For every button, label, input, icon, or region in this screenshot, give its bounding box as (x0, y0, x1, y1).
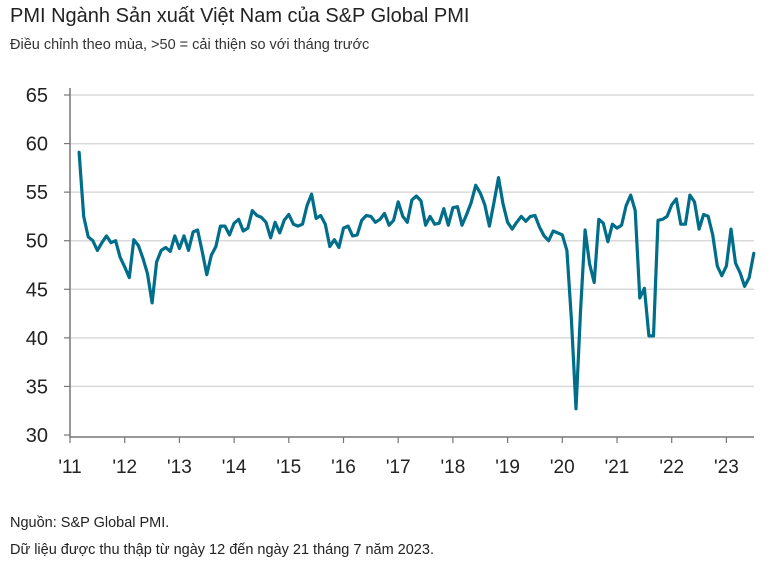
chart-subtitle: Điều chỉnh theo mùa, >50 = cải thiện so … (10, 37, 370, 53)
y-tick-label: 50 (26, 231, 48, 253)
x-tick-label: '17 (386, 457, 411, 478)
y-tick-label: 35 (26, 376, 48, 398)
x-tick-label: '20 (550, 457, 575, 478)
y-tick-label: 30 (26, 425, 48, 447)
x-tick-label: '12 (112, 457, 137, 478)
x-tick-label: '23 (714, 457, 739, 478)
x-tick-label: '14 (222, 457, 247, 478)
x-tick-label: '11 (58, 457, 81, 478)
x-tick-label: '22 (659, 457, 684, 478)
source-note: Nguồn: S&P Global PMI. (10, 515, 170, 531)
x-tick-label: '13 (167, 457, 192, 478)
x-tick-label: '21 (605, 457, 630, 478)
x-tick-label: '19 (495, 457, 520, 478)
y-tick-label: 65 (26, 85, 48, 107)
x-tick-label: '15 (276, 457, 301, 478)
x-tick-label: '18 (441, 457, 466, 478)
pmi-series-line (77, 150, 756, 411)
y-tick-label: 40 (26, 328, 48, 350)
pmi-line-chart: 65 60 55 50 45 40 35 30 '11 '12 '13 '14 '15 '16 '17 '18… (26, 85, 756, 478)
chart-title: PMI Ngành Sản xuất Việt Nam của S&P Glob… (10, 5, 470, 27)
data-collection-note: Dữ liệu được thu thập từ ngày 12 đến ngà… (10, 542, 434, 558)
y-tick-label: 55 (26, 182, 48, 204)
x-tick-label: '16 (331, 457, 356, 478)
y-tick-label: 45 (26, 279, 48, 301)
y-tick-label: 60 (26, 134, 48, 156)
